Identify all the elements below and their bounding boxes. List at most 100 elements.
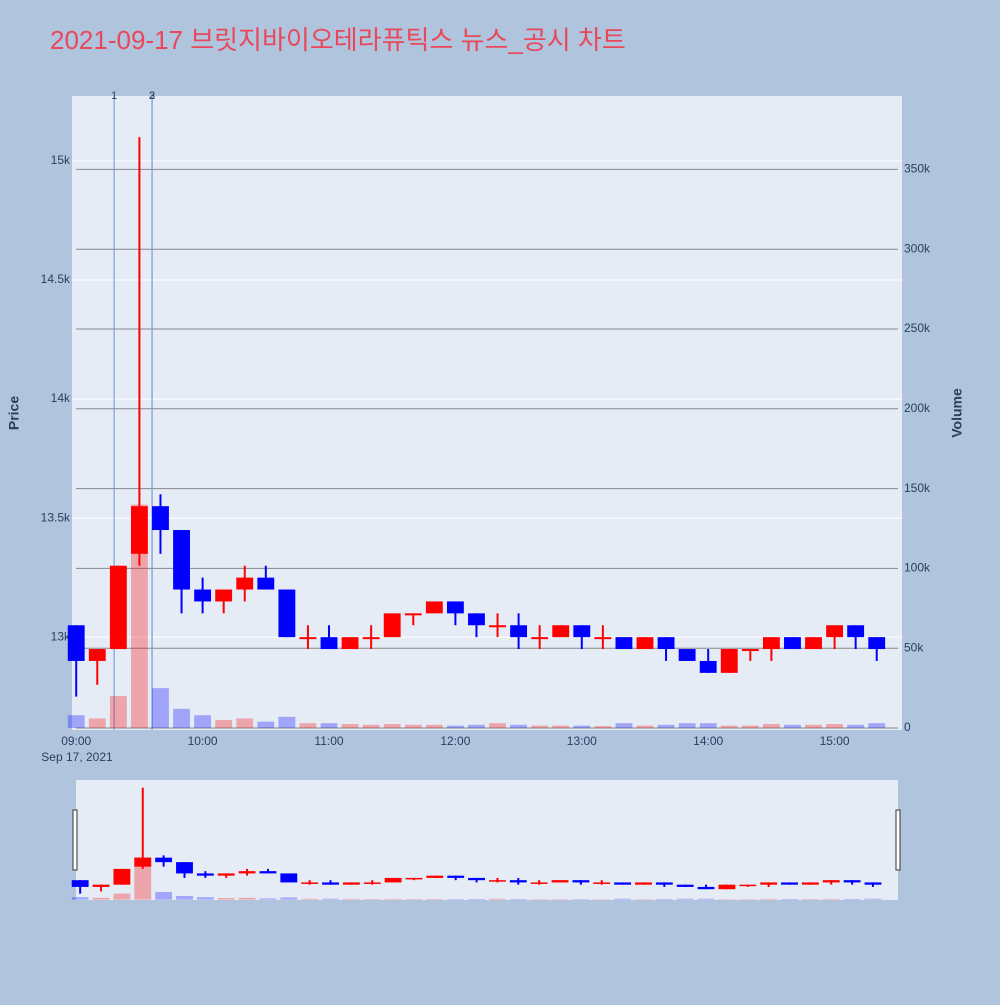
slider-candle-body: [593, 882, 610, 884]
volume-bar: [594, 726, 611, 728]
volume-bar: [616, 723, 633, 728]
y2-tick-label: 250k: [904, 321, 931, 335]
volume-bar: [805, 725, 822, 728]
candle-body: [784, 637, 801, 649]
volume-bar: [278, 717, 295, 728]
volume-bar: [384, 724, 401, 728]
volume-bar: [489, 723, 506, 728]
slider-candle-body: [426, 876, 443, 878]
volume-bar: [721, 726, 738, 728]
candle-body: [321, 637, 338, 649]
slider-candle-body: [510, 880, 527, 882]
volume-bar: [321, 723, 338, 728]
slider-volume-bar: [72, 897, 89, 899]
volume-bar: [68, 715, 85, 728]
annotation-label: 1: [111, 90, 117, 102]
slider-volume-bar: [239, 898, 256, 900]
slider-handle[interactable]: [73, 810, 77, 870]
candle-body: [868, 637, 885, 649]
slider-volume-bar: [406, 899, 423, 900]
candle-body: [637, 637, 654, 649]
slider-candle-body: [718, 885, 735, 890]
y2-axis-title: Volume: [949, 388, 965, 438]
x-tick-label: 13:00: [567, 734, 597, 748]
plot-area: [72, 96, 902, 730]
slider-volume-bar: [197, 897, 214, 899]
slider-volume-bar: [656, 899, 673, 900]
slider-candle-body: [385, 878, 402, 883]
candle-body: [826, 625, 843, 637]
slider-candle-body: [113, 869, 130, 885]
slider-candle-body: [280, 873, 297, 882]
volume-bar: [194, 715, 211, 728]
slider-candle-body: [218, 873, 235, 875]
volume-bar: [363, 725, 380, 728]
slider-candle-body: [739, 885, 756, 887]
volume-bar: [215, 720, 232, 728]
x-tick-label: 12:00: [440, 734, 470, 748]
slider-candle-body: [823, 880, 840, 882]
candle-body: [152, 506, 169, 530]
slider-volume-bar: [698, 899, 715, 900]
slider-candle-body: [531, 882, 548, 884]
candle-body: [742, 649, 759, 651]
slider-volume-bar: [802, 899, 819, 900]
slider-volume-bar: [865, 899, 882, 900]
y2-tick-label: 100k: [904, 561, 931, 575]
slider-candle-body: [802, 882, 819, 884]
slider-candle-body: [447, 876, 464, 878]
x-tick-label: 09:00: [61, 734, 91, 748]
slider-handle[interactable]: [896, 810, 900, 870]
volume-bar: [763, 724, 780, 728]
slider-candle-body: [197, 873, 214, 875]
volume-bar: [426, 725, 443, 728]
candle-body: [215, 590, 232, 602]
candle-body: [594, 637, 611, 639]
y2-tick-label: 0: [904, 720, 911, 734]
slider-candle-body: [260, 871, 277, 873]
y-tick-label: 13.5k: [41, 510, 71, 524]
volume-bar: [637, 726, 654, 728]
range-slider[interactable]: [76, 780, 898, 900]
volume-bar: [342, 724, 359, 728]
candle-body: [805, 637, 822, 649]
y-tick-label: 15k: [51, 153, 71, 167]
slider-candle-body: [406, 878, 423, 880]
volume-bar: [658, 725, 675, 728]
slider-candle-body: [635, 882, 652, 884]
slider-volume-bar: [113, 894, 130, 900]
candle-body: [447, 601, 464, 613]
candle-body: [679, 649, 696, 661]
slider-candle-body: [614, 882, 631, 884]
y-tick-label: 14k: [51, 391, 71, 405]
slider-volume-bar: [760, 899, 777, 900]
volume-bar: [531, 726, 548, 728]
slider-candle-body: [364, 882, 381, 884]
y2-tick-label: 350k: [904, 162, 931, 176]
candle-body: [89, 649, 106, 661]
x-tick-label: 10:00: [188, 734, 218, 748]
slider-volume-bar: [510, 899, 527, 900]
volume-bar: [510, 725, 527, 728]
candle-body: [110, 566, 127, 649]
slider-candle-body: [93, 885, 110, 887]
y-axis-title: Price: [6, 396, 22, 430]
candle-body: [847, 625, 864, 637]
volume-bar: [152, 688, 169, 728]
candle-body: [700, 661, 717, 673]
volume-bar: [742, 726, 759, 728]
slider-volume-bar: [677, 899, 694, 900]
slider-volume-bar: [260, 898, 277, 899]
slider-volume-bar: [823, 899, 840, 900]
candle-body: [510, 625, 527, 637]
slider-candle-body: [322, 882, 339, 884]
slider-candle-body: [489, 880, 506, 882]
slider-candle-body: [134, 858, 151, 867]
slider-volume-bar: [781, 899, 798, 900]
slider-volume-bar: [322, 899, 339, 900]
y-tick-label: 14.5k: [41, 272, 71, 286]
volume-bar: [173, 709, 190, 728]
volume-bar: [236, 718, 253, 728]
volume-bar: [89, 718, 106, 728]
